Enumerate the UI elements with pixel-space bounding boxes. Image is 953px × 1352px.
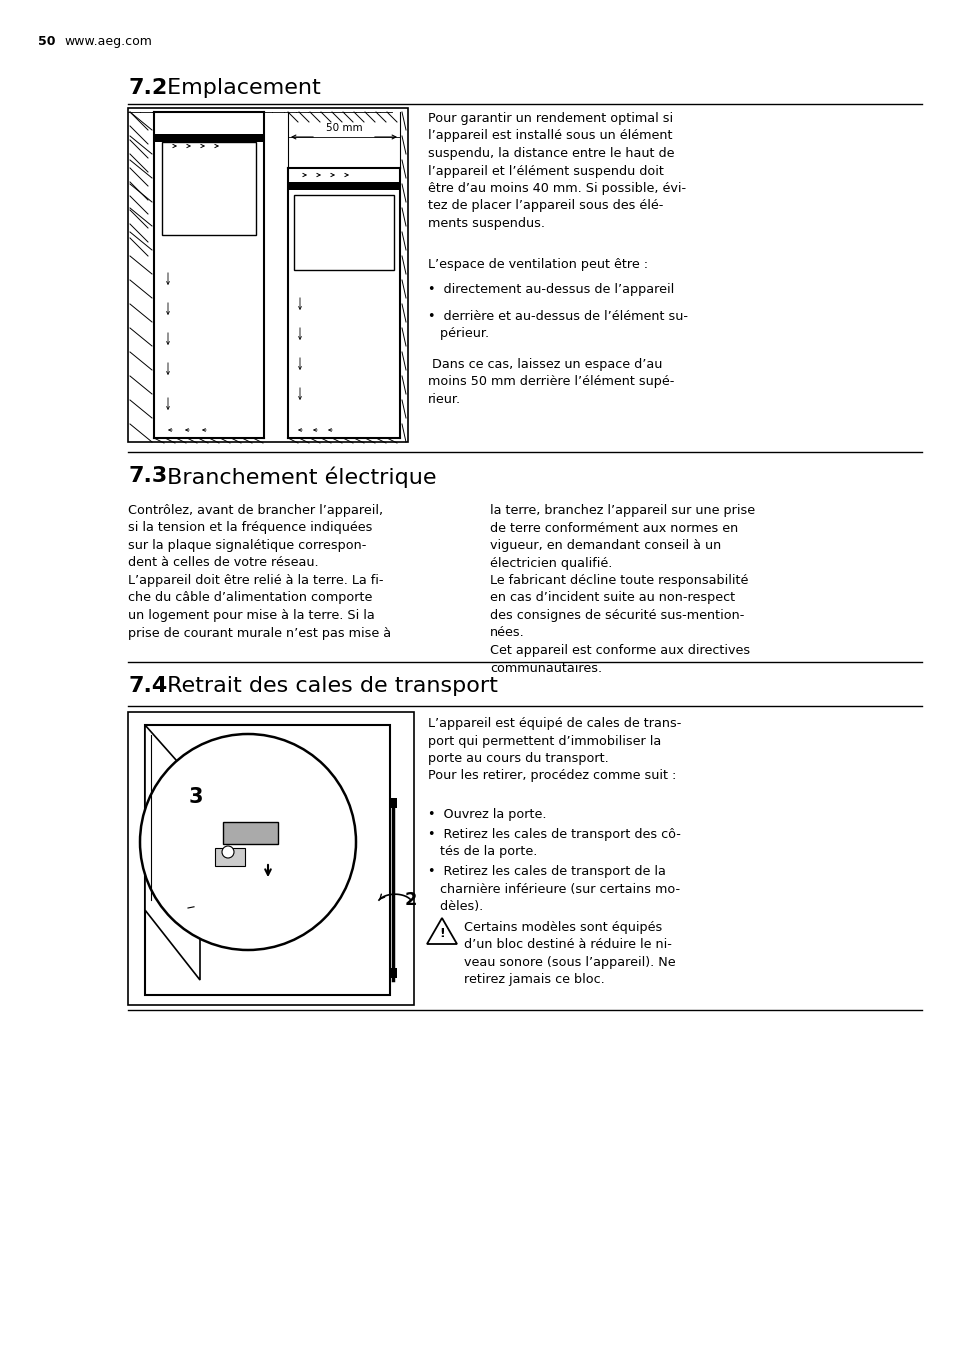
Text: Retrait des cales de transport: Retrait des cales de transport xyxy=(160,676,497,696)
Text: •  Retirez les cales de transport de la
   charnière inférieure (sur certains mo: • Retirez les cales de transport de la c… xyxy=(428,865,679,913)
Text: 7.2: 7.2 xyxy=(128,78,167,97)
Bar xyxy=(128,108,408,442)
Text: la terre, branchez l’appareil sur une prise
de terre conformément aux normes en
: la terre, branchez l’appareil sur une pr… xyxy=(490,504,755,675)
Text: 50 mm: 50 mm xyxy=(325,123,362,132)
Text: •  Retirez les cales de transport des cô-
   tés de la porte.: • Retirez les cales de transport des cô-… xyxy=(428,827,680,859)
Bar xyxy=(294,195,394,270)
Text: Pour garantir un rendement optimal si
l’appareil est installé sous un élément
su: Pour garantir un rendement optimal si l’… xyxy=(428,112,685,230)
Circle shape xyxy=(222,846,233,859)
Text: L’espace de ventilation peut être :: L’espace de ventilation peut être : xyxy=(428,258,647,270)
Bar xyxy=(214,848,245,867)
Bar xyxy=(145,725,390,995)
Text: 3: 3 xyxy=(189,787,203,807)
Text: 7.4: 7.4 xyxy=(128,676,167,696)
Bar xyxy=(223,822,277,844)
Text: L’appareil est équipé de cales de trans-
port qui permettent d’immobiliser la
po: L’appareil est équipé de cales de trans-… xyxy=(428,717,680,783)
Bar xyxy=(288,183,399,191)
Polygon shape xyxy=(145,725,200,980)
Text: Branchement électrique: Branchement électrique xyxy=(160,466,436,488)
Text: •  Ouvrez la porte.: • Ouvrez la porte. xyxy=(428,808,546,821)
Text: !: ! xyxy=(438,927,444,940)
Text: 7.3: 7.3 xyxy=(128,466,167,485)
Text: 50: 50 xyxy=(38,35,55,49)
Text: •  derrière et au-dessus de l’élément su-
   périeur.: • derrière et au-dessus de l’élément su-… xyxy=(428,310,687,341)
Text: •  directement au-dessus de l’appareil: • directement au-dessus de l’appareil xyxy=(428,283,674,296)
Circle shape xyxy=(140,734,355,950)
Text: 2: 2 xyxy=(405,891,417,909)
Bar xyxy=(389,968,396,977)
Text: Dans ce cas, laissez un espace d’au
moins 50 mm derrière l’élément supé-
rieur.: Dans ce cas, laissez un espace d’au moin… xyxy=(428,358,674,406)
Text: www.aeg.com: www.aeg.com xyxy=(64,35,152,49)
Bar xyxy=(128,713,414,1005)
Bar xyxy=(162,142,255,235)
Text: Contrôlez, avant de brancher l’appareil,
si la tension et la fréquence indiquées: Contrôlez, avant de brancher l’appareil,… xyxy=(128,504,391,639)
Text: Emplacement: Emplacement xyxy=(160,78,320,97)
Text: Certains modèles sont équipés
d’un bloc destiné à réduire le ni-
veau sonore (so: Certains modèles sont équipés d’un bloc … xyxy=(463,921,675,987)
Bar xyxy=(389,798,396,808)
Bar xyxy=(153,134,264,142)
